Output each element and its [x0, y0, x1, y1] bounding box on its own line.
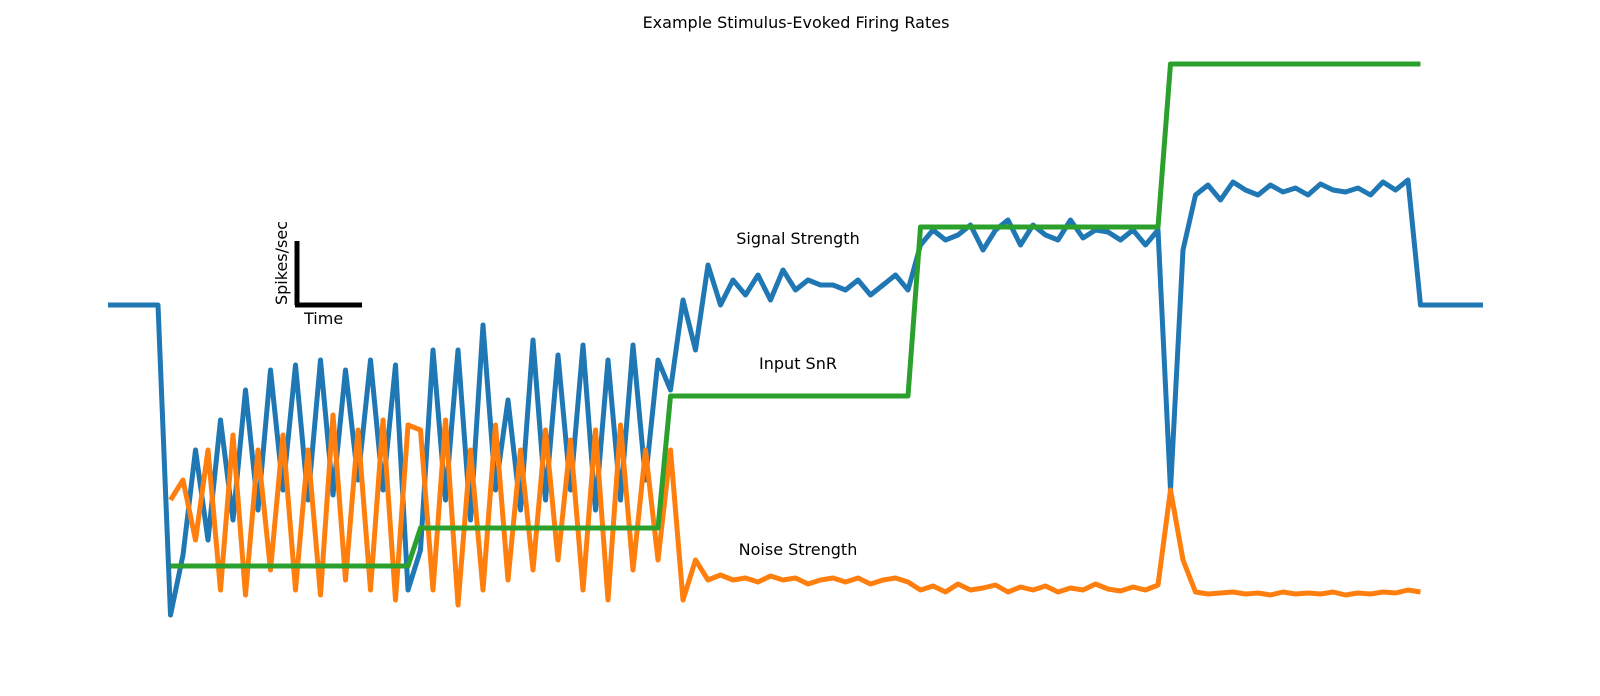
scale-bar: Spikes/sec Time [272, 221, 362, 328]
scale-bar-y-label: Spikes/sec [272, 221, 291, 305]
annotation: Noise Strength [739, 540, 858, 559]
annotation: Signal Strength [736, 229, 859, 248]
data-line [168, 412, 1421, 608]
data-line [170, 61, 1421, 569]
annotation: Input SnR [759, 354, 837, 373]
scale-bar-x-label: Time [303, 309, 343, 328]
chart-title: Example Stimulus-Evoked Firing Rates [643, 13, 950, 32]
